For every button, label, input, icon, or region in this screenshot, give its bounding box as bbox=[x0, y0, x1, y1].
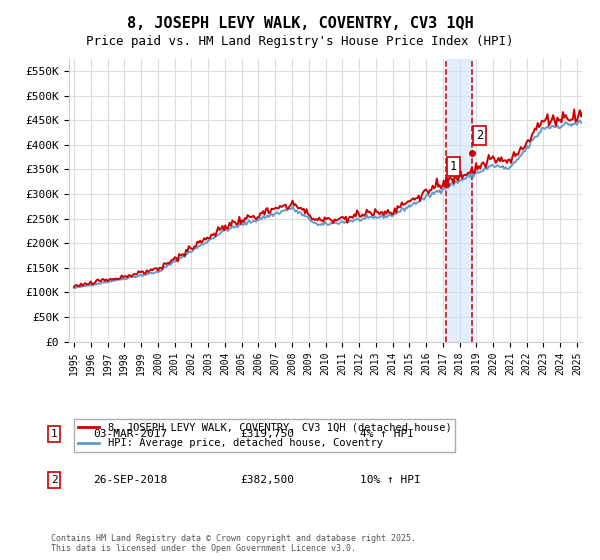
Text: £319,750: £319,750 bbox=[240, 429, 294, 439]
Text: 1: 1 bbox=[450, 160, 457, 172]
Bar bbox=[446, 59, 472, 342]
Text: Contains HM Land Registry data © Crown copyright and database right 2025.
This d: Contains HM Land Registry data © Crown c… bbox=[51, 534, 416, 553]
Text: 10% ↑ HPI: 10% ↑ HPI bbox=[360, 475, 421, 485]
Legend: 8, JOSEPH LEVY WALK, COVENTRY, CV3 1QH (detached house), HPI: Average price, det: 8, JOSEPH LEVY WALK, COVENTRY, CV3 1QH (… bbox=[74, 419, 455, 452]
Text: £382,500: £382,500 bbox=[240, 475, 294, 485]
Text: 2: 2 bbox=[476, 129, 483, 142]
Text: 1: 1 bbox=[50, 429, 58, 439]
Text: 4% ↑ HPI: 4% ↑ HPI bbox=[360, 429, 414, 439]
Text: 26-SEP-2018: 26-SEP-2018 bbox=[93, 475, 167, 485]
Text: 03-MAR-2017: 03-MAR-2017 bbox=[93, 429, 167, 439]
Text: 2: 2 bbox=[50, 475, 58, 485]
Text: Price paid vs. HM Land Registry's House Price Index (HPI): Price paid vs. HM Land Registry's House … bbox=[86, 35, 514, 48]
Text: 8, JOSEPH LEVY WALK, COVENTRY, CV3 1QH: 8, JOSEPH LEVY WALK, COVENTRY, CV3 1QH bbox=[127, 16, 473, 31]
